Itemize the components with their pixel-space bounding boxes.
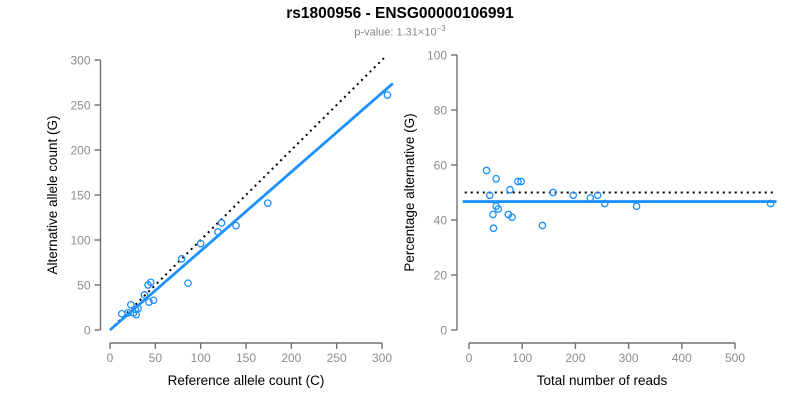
plot-title: rs1800956 - ENSG00000106991 bbox=[286, 5, 514, 22]
data-point bbox=[196, 239, 205, 248]
p-value-exponent: −3 bbox=[436, 24, 446, 33]
x-tick-label: 250 bbox=[327, 351, 347, 365]
data-point bbox=[538, 221, 547, 230]
y-tick-label: 40 bbox=[434, 214, 448, 228]
data-point bbox=[263, 199, 272, 207]
y-tick-label: 250 bbox=[70, 99, 90, 113]
data-point bbox=[485, 191, 494, 200]
data-point bbox=[766, 199, 775, 208]
data-point bbox=[506, 185, 514, 194]
identity-line bbox=[109, 54, 388, 331]
data-point bbox=[217, 219, 226, 227]
data-point bbox=[117, 309, 126, 318]
data-point bbox=[600, 199, 609, 208]
x-tick-label: 100 bbox=[191, 351, 211, 365]
x-tick-label: 300 bbox=[372, 351, 392, 365]
data-point bbox=[492, 174, 500, 183]
fit-line bbox=[109, 82, 394, 332]
y-tick-label: 60 bbox=[434, 159, 448, 173]
x-axis-title: Reference allele count (C) bbox=[168, 373, 325, 388]
data-point bbox=[569, 191, 578, 200]
data-point bbox=[489, 210, 497, 219]
data-point bbox=[124, 309, 132, 317]
data-point bbox=[184, 279, 192, 288]
data-point bbox=[514, 177, 522, 186]
x-axis-title: Total number of reads bbox=[537, 373, 668, 388]
data-point bbox=[549, 188, 557, 197]
y-axis-title: Alternative allele count (G) bbox=[45, 115, 60, 274]
x-tick-label: 200 bbox=[565, 351, 585, 365]
data-point bbox=[593, 191, 602, 200]
data-point bbox=[383, 91, 392, 99]
x-tick-label: 100 bbox=[512, 351, 532, 365]
data-point bbox=[146, 278, 155, 287]
data-point bbox=[482, 166, 491, 175]
y-tick-label: 0 bbox=[440, 324, 447, 338]
data-point bbox=[127, 300, 135, 309]
data-point bbox=[149, 296, 158, 305]
data-point bbox=[508, 213, 516, 222]
y-tick-label: 80 bbox=[434, 104, 448, 118]
data-point bbox=[632, 202, 641, 211]
y-tick-label: 100 bbox=[427, 49, 447, 63]
y-tick-label: 0 bbox=[84, 324, 91, 338]
x-tick-label: 50 bbox=[149, 351, 163, 365]
p-value-text: p-value: 1.31×10 bbox=[354, 26, 437, 39]
y-tick-label: 50 bbox=[77, 279, 91, 293]
data-point bbox=[517, 177, 525, 186]
data-point bbox=[586, 194, 595, 202]
plot-subtitle: p-value: 1.31×10−3 bbox=[0, 24, 800, 39]
x-tick-label: 400 bbox=[672, 351, 692, 365]
y-tick-label: 100 bbox=[70, 234, 90, 248]
data-point bbox=[134, 304, 142, 313]
data-point bbox=[214, 228, 222, 236]
data-point bbox=[232, 221, 240, 230]
x-tick-label: 0 bbox=[107, 351, 114, 365]
x-tick-label: 200 bbox=[281, 351, 301, 365]
data-point bbox=[494, 205, 503, 213]
x-tick-label: 0 bbox=[466, 351, 473, 365]
x-tick-label: 500 bbox=[725, 351, 745, 365]
y-tick-label: 20 bbox=[434, 269, 448, 283]
x-tick-label: 300 bbox=[619, 351, 639, 365]
data-point bbox=[145, 298, 153, 306]
y-tick-label: 300 bbox=[70, 54, 90, 68]
data-point bbox=[489, 224, 498, 233]
y-tick-label: 200 bbox=[70, 144, 90, 158]
y-axis-title: Percentage alternative (G) bbox=[402, 113, 417, 271]
data-point bbox=[177, 255, 186, 263]
data-point bbox=[140, 291, 149, 299]
y-tick-label: 150 bbox=[70, 189, 90, 203]
x-tick-label: 150 bbox=[236, 351, 256, 365]
